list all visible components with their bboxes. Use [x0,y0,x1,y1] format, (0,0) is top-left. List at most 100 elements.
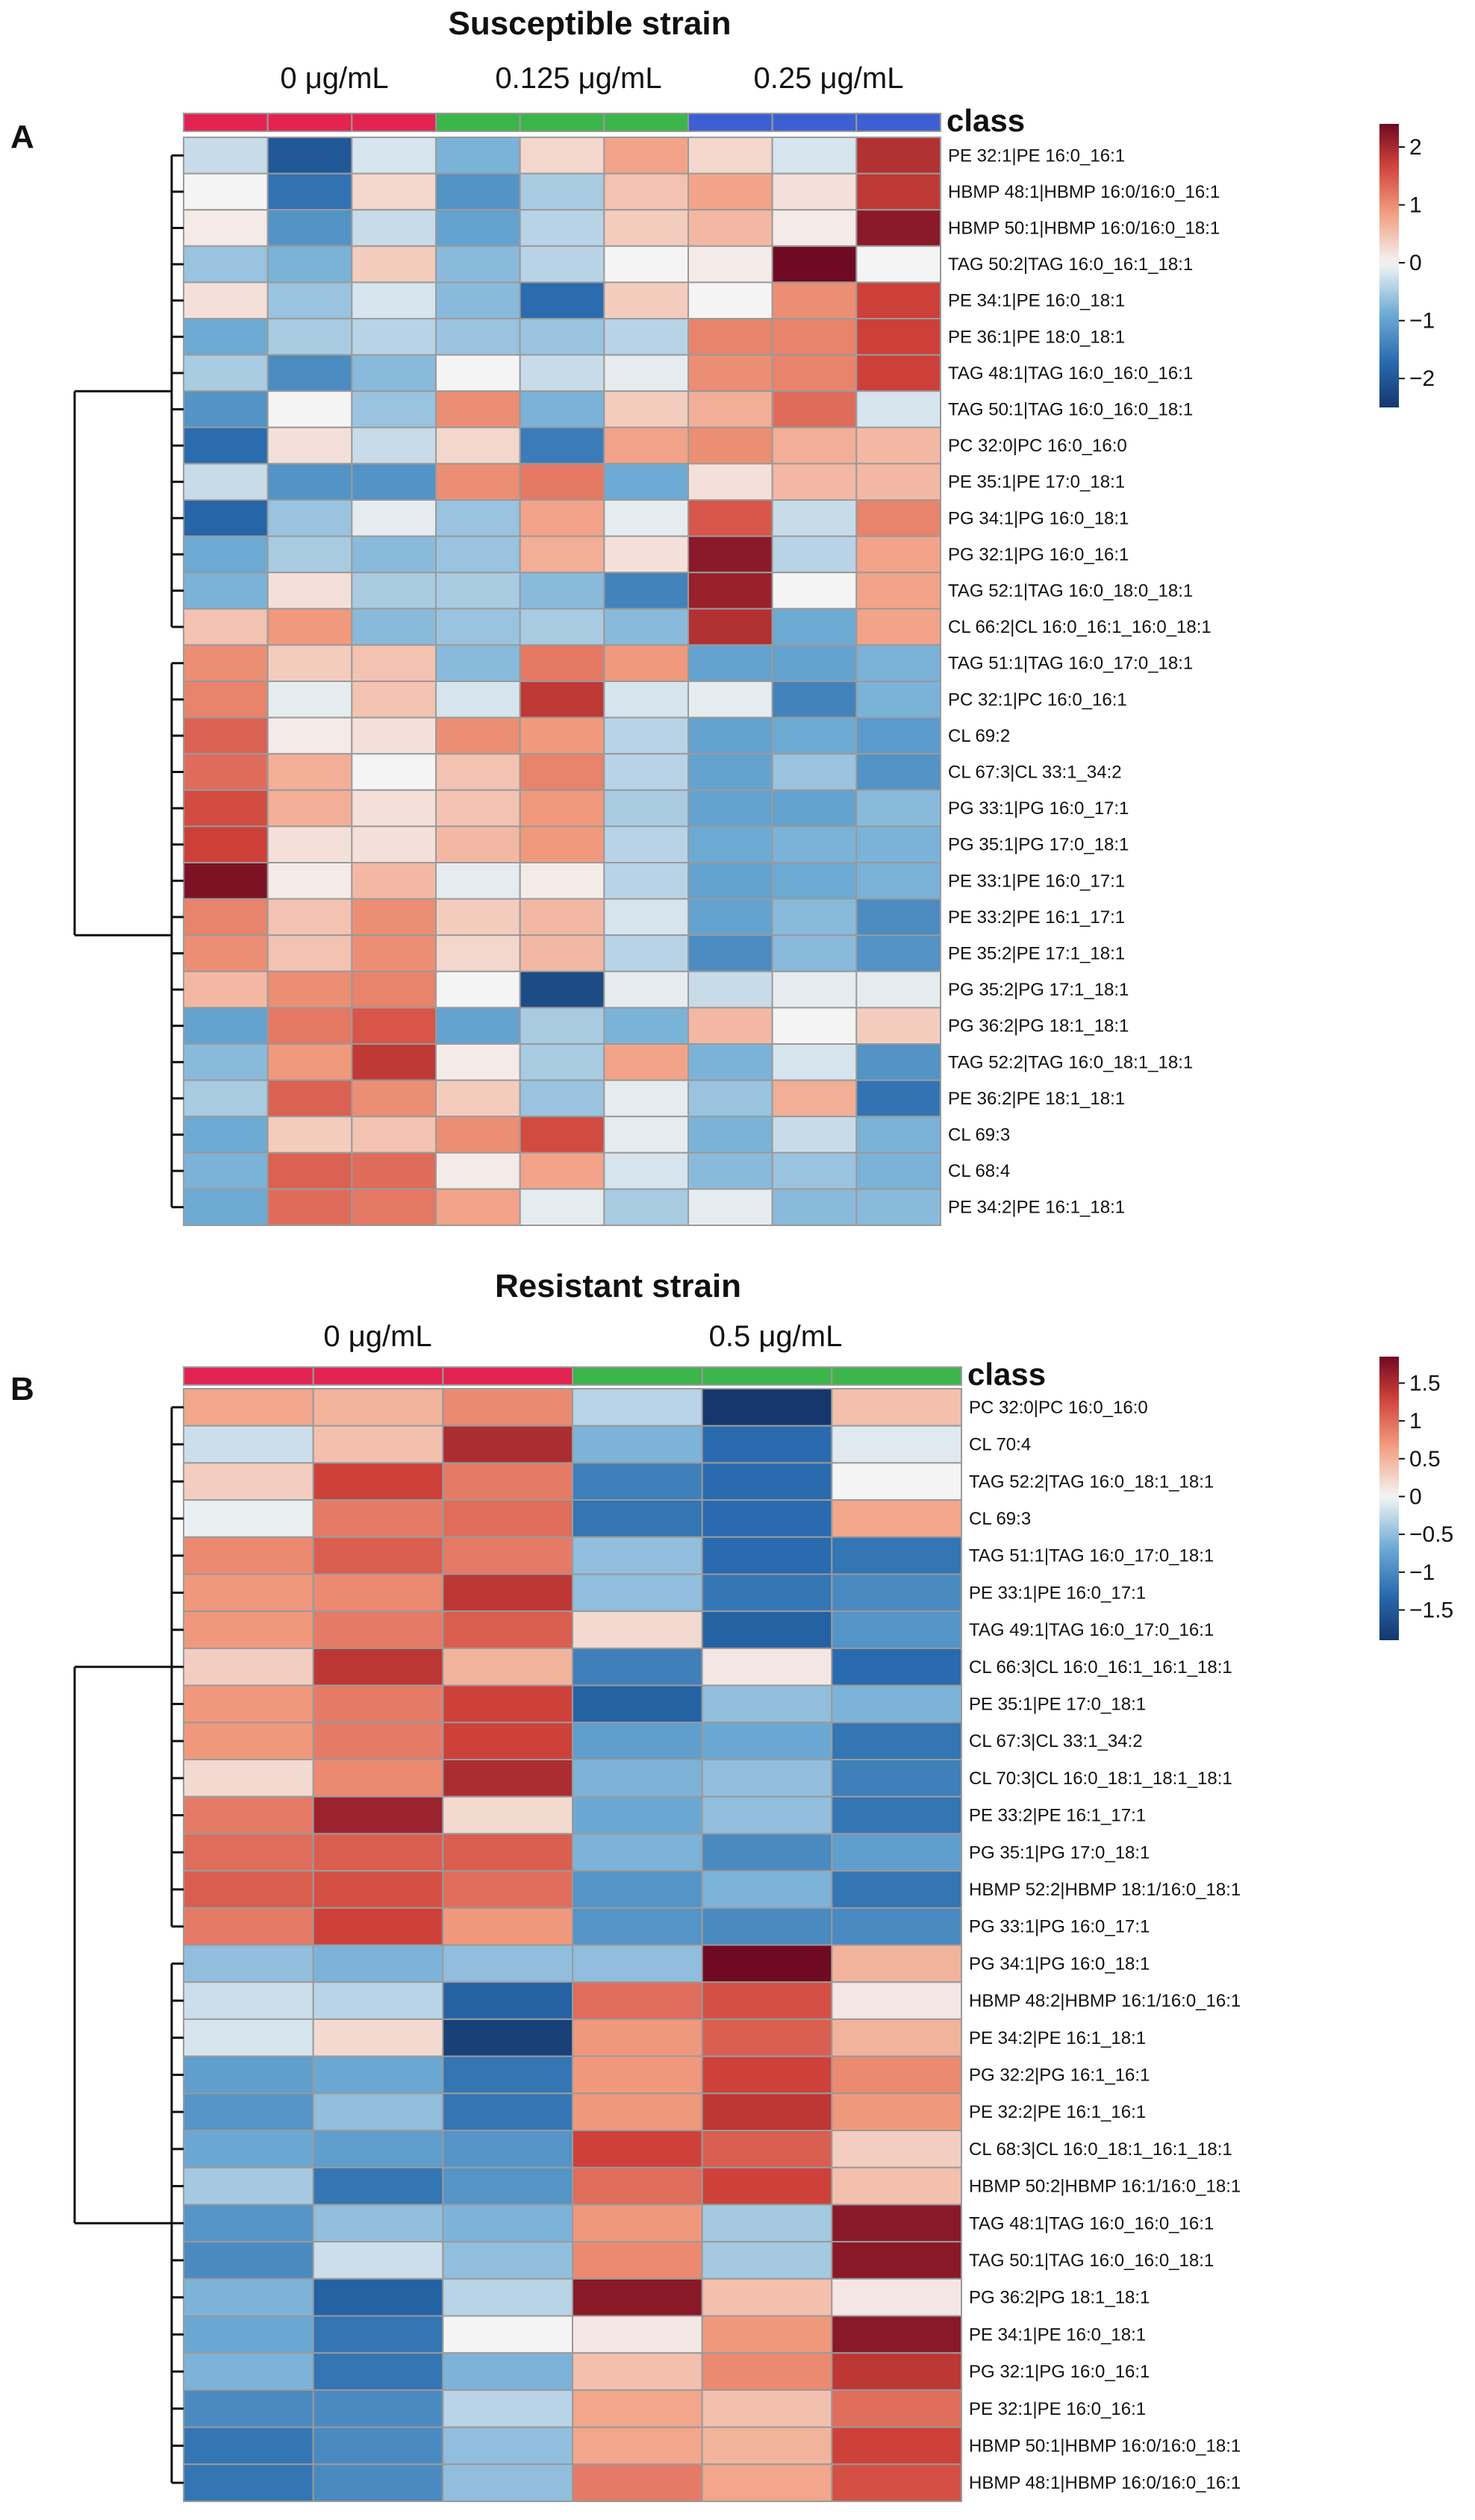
class-bar-cell [435,113,521,132]
heatmap-cell [266,862,353,900]
heatmap-cell [442,1870,573,1909]
heatmap-cell [603,607,689,646]
row-label: PG 33:1|PG 16:0_17:1 [948,798,1129,819]
heatmap-cell [442,1425,573,1464]
heatmap-cell [771,1007,858,1045]
heatmap-cell [855,1007,942,1045]
heatmap-cell [351,1116,437,1154]
row-dendrogram [73,1406,184,2484]
heatmap-cell [687,607,773,646]
heatmap-cell [183,354,269,393]
panel-title: Susceptible strain [448,5,731,42]
heatmap-cell [572,2426,703,2466]
heatmap-cell [572,2055,703,2095]
heatmap-cell [519,1079,605,1118]
heatmap-cell [687,716,773,755]
heatmap-cell [831,1425,963,1464]
heatmap-cell [183,1684,314,1724]
panel-title: Resistant strain [495,1268,741,1304]
colorbar-tick-label: −0.5 [1409,1522,1453,1547]
heatmap-cell [831,2204,963,2243]
heatmap-cell [572,2018,703,2057]
heatmap-cell [312,2463,444,2503]
heatmap-cell [312,1499,444,1538]
heatmap-cell [519,354,605,393]
heatmap-cell [701,1870,833,1909]
heatmap-cell [435,318,521,356]
heatmap-cell [442,1573,573,1613]
heatmap-cell [183,862,269,900]
heatmap-cell [312,1870,444,1909]
heatmap-cell [266,209,353,247]
heatmap-cell [701,2315,833,2354]
heatmap-cell [831,1536,963,1575]
heatmap-cell [687,753,773,791]
heatmap-cell [183,2241,314,2280]
heatmap-cell [771,172,858,211]
heatmap-cell [435,281,521,319]
class-bar-cell [183,113,269,132]
heatmap-cell [183,137,269,175]
heatmap-cell [701,2426,833,2466]
class-bar-cell [771,113,858,132]
heatmap-cell [701,1388,833,1427]
heatmap-cell [312,2241,444,2280]
heatmap-cell [351,1079,437,1118]
row-label: PG 35:1|PG 17:0_18:1 [948,835,1129,855]
heatmap-cell [351,245,437,284]
heatmap-cell [855,1116,942,1154]
heatmap-cell [312,1610,444,1649]
heatmap-cell [831,2166,963,2206]
heatmap-cell [183,1944,314,1983]
heatmap-cell [519,862,605,900]
heatmap-cell [855,753,942,791]
heatmap-cell [831,2315,963,2354]
row-label: TAG 51:1|TAG 16:0_17:0_18:1 [948,654,1193,674]
row-label: PG 36:2|PG 18:1_18:1 [948,1016,1129,1037]
heatmap-cell [687,1043,773,1081]
row-dendrogram [73,154,184,1209]
heatmap-cell [572,2315,703,2354]
heatmap-cell [687,1188,773,1227]
class-bar-cell [183,1366,314,1386]
heatmap-cell [266,789,353,828]
heatmap-cell [771,426,858,465]
heatmap-cell [603,354,689,393]
colorbar [1379,124,1399,407]
heatmap-cell [312,2389,444,2428]
heatmap-cell [312,2352,444,2391]
row-label: CL 68:4 [948,1161,1010,1181]
panel-letter: B [10,1371,34,1407]
heatmap-cell [519,390,605,428]
heatmap-cell [687,281,773,319]
heatmap-cell [519,172,605,211]
heatmap-cell [831,1981,963,2020]
heatmap-cell [435,572,521,610]
heatmap-cell [572,2241,703,2280]
heatmap-cell [701,1610,833,1649]
heatmap-cell [831,2130,963,2169]
heatmap-cell [351,390,437,428]
heatmap-cell [266,1151,353,1190]
heatmap-cell [771,898,858,937]
heatmap-cell [771,644,858,683]
heatmap-cell [183,572,269,610]
heatmap-cell [183,2018,314,2057]
colorbar-tick-label: −1 [1409,309,1435,334]
heatmap-cell [771,753,858,791]
heatmap-cell [442,2315,573,2354]
heatmap-cell [351,607,437,646]
colorbar-tick-label: 1 [1409,193,1422,218]
heatmap-cell [701,2352,833,2391]
heatmap-cell [572,1833,703,1872]
heatmap-cell [855,463,942,501]
class-bar-cell [312,1366,444,1386]
heatmap-cell [351,281,437,319]
heatmap-cell [701,1944,833,1983]
heatmap-cell [442,1536,573,1575]
group-label: 0.125 μg/mL [495,62,661,95]
row-label: CL 70:3|CL 16:0_18:1_18:1_18:1 [969,1769,1232,1789]
heatmap-cell [435,463,521,501]
heatmap-cell [603,716,689,755]
colorbar [1379,1357,1399,1640]
